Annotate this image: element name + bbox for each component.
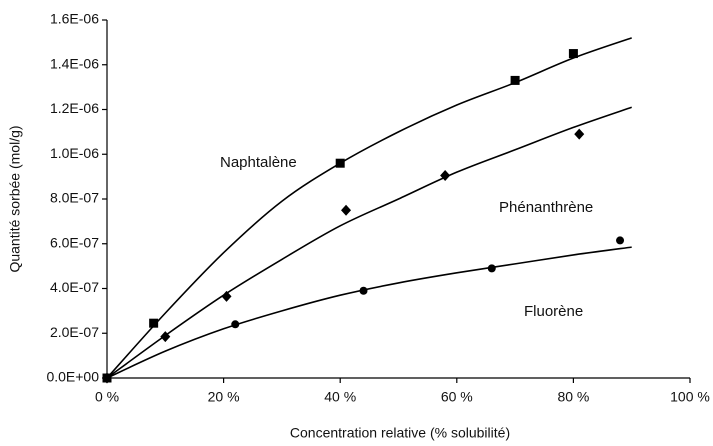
point [335,158,345,168]
point [574,128,585,140]
fit-curve [106,37,632,379]
y-tick-label: 1.0E-06 [50,145,99,161]
x-tick-label: 80 % [557,389,589,405]
y-tick-label: 2.0E-07 [50,324,99,340]
fit-curve [106,106,632,379]
x-tick-label: 20 % [208,389,240,405]
series-label: Naphtalène [220,154,297,171]
x-tick-label: 100 % [670,389,710,405]
point [616,236,625,245]
series-label: Phénanthrène [499,199,593,216]
point [341,204,352,216]
point [160,331,171,343]
point [231,320,240,329]
point [103,374,111,382]
series-label: Fluorène [524,303,583,320]
y-tick-label: 0.0E+00 [46,369,99,385]
y-tick-label: 1.2E-06 [50,100,99,116]
point [440,170,451,182]
point [221,290,232,302]
point [149,318,159,328]
x-tick-label: 40 % [324,389,356,405]
point [510,75,520,85]
point [359,286,368,295]
y-tick-label: 1.6E-06 [50,11,99,27]
point [487,264,496,273]
y-tick-label: 8.0E-07 [50,190,99,206]
y-tick-label: 4.0E-07 [50,279,99,295]
y-axis-label: Quantité sorbée (mol/g) [7,125,23,272]
y-tick-label: 6.0E-07 [50,234,99,250]
x-tick-label: 60 % [441,389,473,405]
x-tick-label: 0 % [95,389,119,405]
x-axis-label: Concentration relative (% solubilité) [290,425,510,441]
y-tick-label: 1.4E-06 [50,55,99,71]
point [568,49,578,59]
